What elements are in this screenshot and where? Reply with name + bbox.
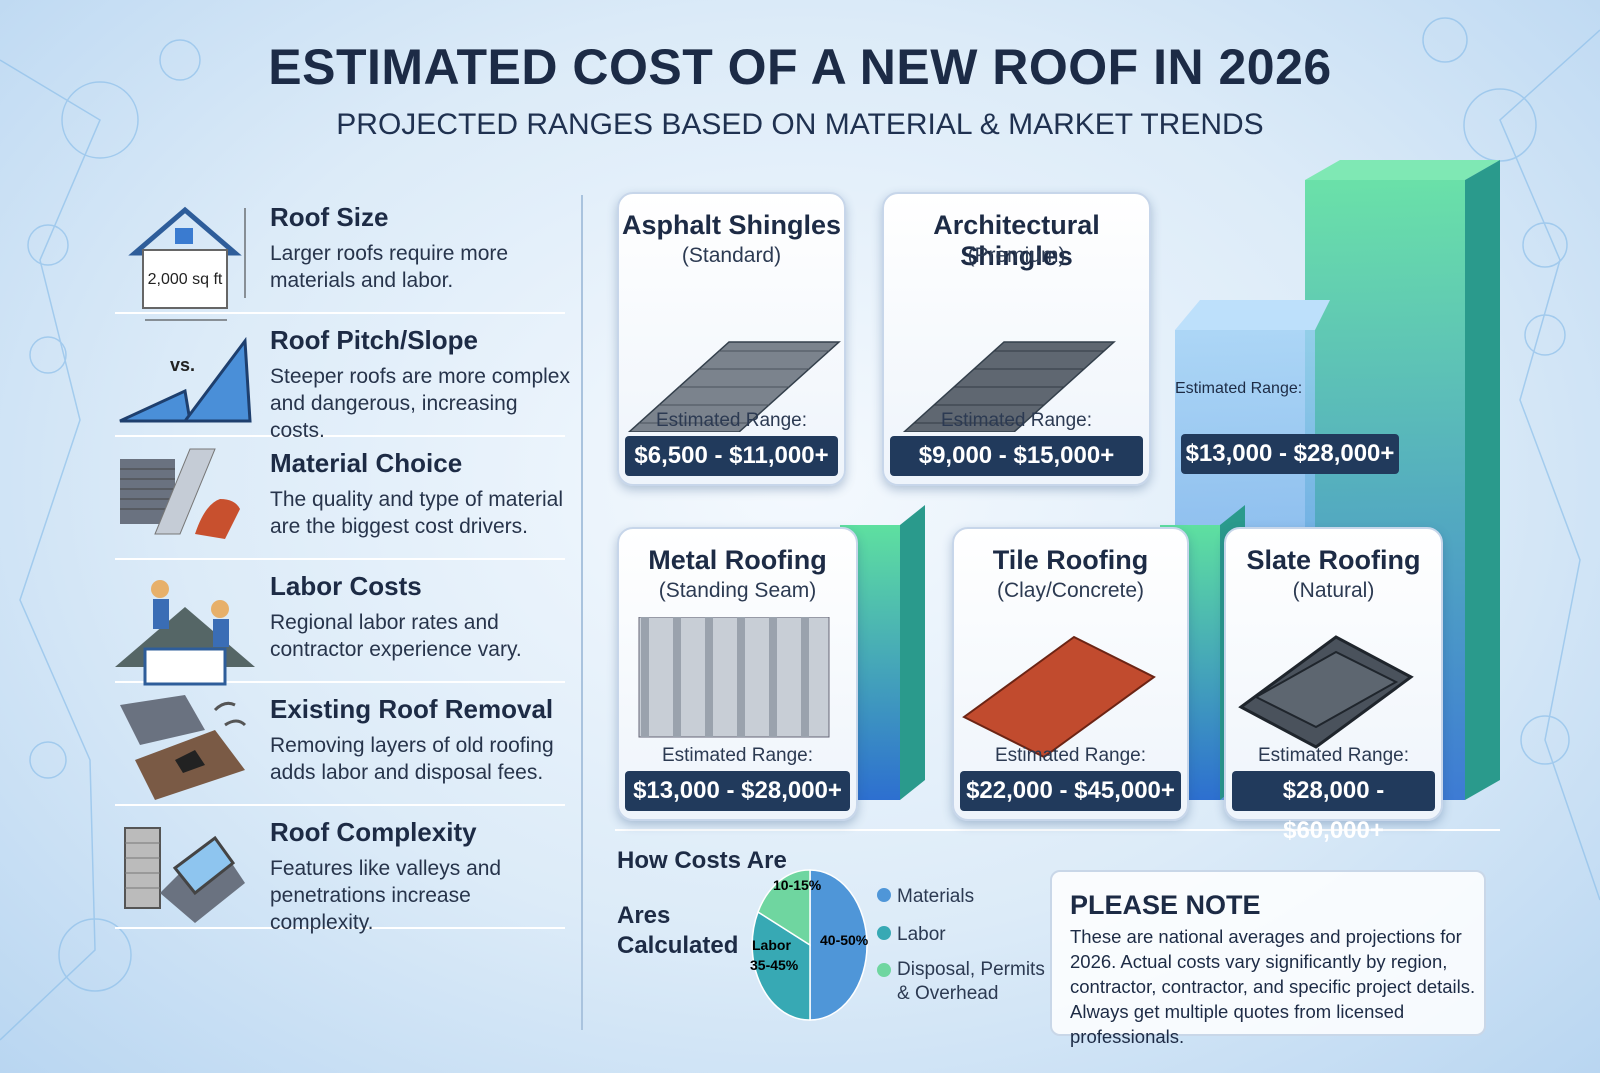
icon xyxy=(1238,635,1414,749)
icon: vs. xyxy=(119,336,252,423)
legend-entry: Labor xyxy=(897,924,946,945)
breakdown-title: Ares xyxy=(617,902,670,929)
material-subtitle: (Natural) xyxy=(1292,579,1375,602)
range-label: Estimated Range: xyxy=(661,745,814,766)
factor-text: Features like valleys and penetrations i… xyxy=(270,857,502,934)
pie-slice xyxy=(751,910,811,1021)
price-range: $13,000 - $28,000+ xyxy=(1181,434,1399,474)
price-range: $6,500 - $11,000+ xyxy=(625,436,838,476)
icon xyxy=(638,617,830,738)
factor: Labor Costs Regional labor rates and cont… xyxy=(115,559,565,686)
icon xyxy=(627,341,841,432)
material-name: Metal Roofing xyxy=(648,545,827,575)
material-card: Metal Roofing (Standing Seam) Estimated Ra… xyxy=(617,527,858,821)
cost-breakdown: How Costs Are Ares Calculated 10-15% 40-… xyxy=(617,847,1045,1021)
material-card: Asphalt Shingles (Standard) Estimated Rang… xyxy=(617,192,846,486)
material-name: Asphalt Shingles xyxy=(621,210,842,240)
price-range: $28,000 - $60,000+ xyxy=(1232,771,1435,844)
material-card: Tile Roofing (Clay/Concrete) Estimated Ran… xyxy=(952,527,1189,821)
legend-swatch xyxy=(877,963,891,977)
factor-text: Regional labor rates and contractor expe… xyxy=(270,611,522,661)
pie-label: Labor xyxy=(752,937,791,953)
legend-entry: Materials xyxy=(897,886,974,907)
legend-entry: Disposal, Permits & Overhead xyxy=(897,959,1045,1004)
icon xyxy=(115,580,255,686)
legend-swatch xyxy=(877,888,891,902)
title: ESTIMATED COST OF A NEW ROOF IN 2026 xyxy=(268,39,1332,95)
material-subtitle: (Premium) xyxy=(967,244,1066,267)
factor-title: Labor Costs xyxy=(270,571,422,601)
note-box: PLEASE NOTE These are national averages … xyxy=(1050,870,1486,1047)
breakdown-title: Calculated xyxy=(617,932,738,959)
factor-title: Material Choice xyxy=(270,448,463,478)
legend-swatch xyxy=(877,926,891,940)
pie-label: 35-45% xyxy=(750,957,799,973)
breakdown-title: How Costs Are xyxy=(617,847,787,874)
range-label: Estimated Range: xyxy=(994,745,1147,766)
price-range: $22,000 - $45,000+ xyxy=(960,771,1181,811)
price-range: $9,000 - $15,000+ xyxy=(890,436,1143,476)
pie-slice xyxy=(809,869,868,1021)
material-subtitle: (Standard) xyxy=(681,244,782,267)
factor: Roof Complexity Features like valleys and… xyxy=(115,805,565,934)
factor: Material Choice The quality and type of m… xyxy=(115,436,565,560)
note-title: PLEASE NOTE xyxy=(1070,890,1261,920)
factor-title: Roof Pitch/Slope xyxy=(270,325,478,355)
factor-text: Removing layers of old roofing adds labo… xyxy=(270,734,554,784)
factor-text: Steeper roofs are more complex and dange… xyxy=(270,365,570,442)
material-card: Estimated Range: $13,000 - $28,000+ xyxy=(1175,380,1405,482)
pie xyxy=(751,869,868,1021)
note-text: These are national averages and projecti… xyxy=(1070,926,1476,1047)
range-label: Estimated Range: xyxy=(1257,745,1410,766)
icon xyxy=(120,695,247,800)
icon xyxy=(120,448,240,539)
range-label: Estimated Range: xyxy=(655,410,808,431)
material-name: Slate Roofing xyxy=(1246,545,1421,575)
material-card: Architectural Shingles (Premium) Estimated… xyxy=(882,192,1151,486)
icon xyxy=(124,827,245,923)
factor: 2,000 sq ft Roof Size Larger roofs require… xyxy=(115,190,565,321)
factor-text: The quality and type of material are the… xyxy=(270,488,563,538)
factor: vs. Roof Pitch/Slope Steeper roofs are mor… xyxy=(115,313,570,442)
pie-slice xyxy=(757,869,811,947)
range-label: Estimated Range: xyxy=(940,410,1093,431)
icon xyxy=(902,341,1116,432)
icon-label: vs. xyxy=(170,355,195,375)
material-name: Architectural Shingles xyxy=(933,210,1100,271)
price-range: $13,000 - $28,000+ xyxy=(625,771,850,811)
factor-title: Roof Size xyxy=(270,202,389,232)
pie-label: 40-50% xyxy=(820,932,869,948)
material-card: Slate Roofing (Natural) Estimated Range: $2… xyxy=(1224,527,1443,844)
factor-text: Larger roofs require more materials and … xyxy=(270,242,509,292)
factor-title: Existing Roof Removal xyxy=(270,694,554,724)
legend-wrap: Disposal, Permits & Overhead xyxy=(897,959,1045,1004)
icon xyxy=(962,635,1156,759)
factor: Existing Roof Removal Removing layers of … xyxy=(115,682,565,806)
factor-title: Roof Complexity xyxy=(270,817,477,847)
material-subtitle: (Standing Seam) xyxy=(658,579,817,602)
pie-label: 10-15% xyxy=(773,877,822,893)
range-label: Estimated Range: xyxy=(1175,380,1303,397)
icon: 2,000 sq ft xyxy=(128,206,246,321)
material-name: Tile Roofing xyxy=(992,545,1149,575)
icon-label: 2,000 sq ft xyxy=(148,271,223,288)
material-subtitle: (Clay/Concrete) xyxy=(996,579,1145,602)
subtitle: PROJECTED RANGES BASED ON MATERIAL & MAR… xyxy=(336,108,1264,141)
